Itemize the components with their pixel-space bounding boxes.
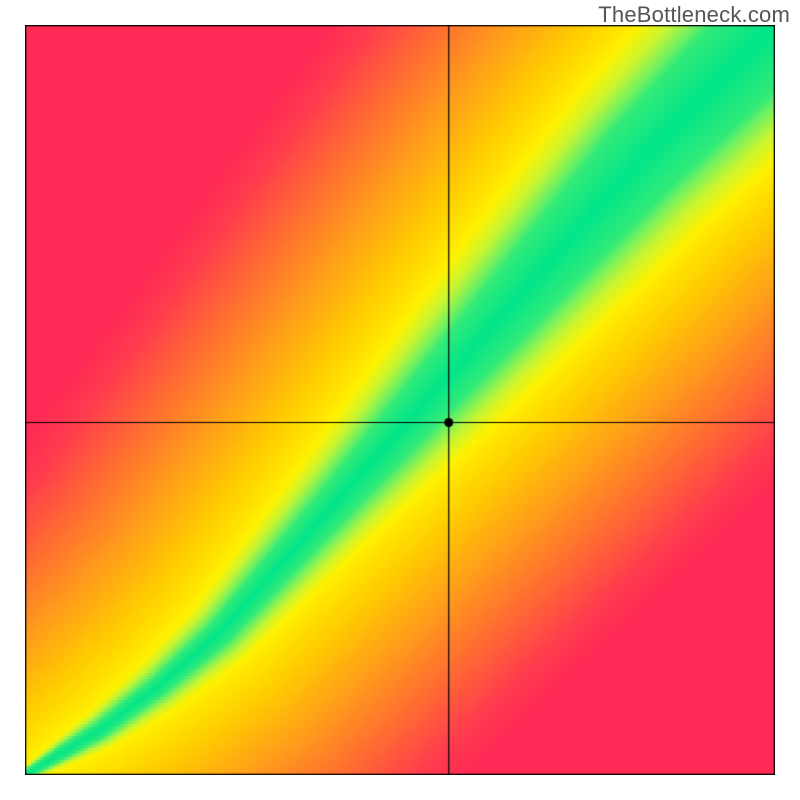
heatmap-plot [25,25,775,775]
heatmap-canvas [25,25,775,775]
watermark-text: TheBottleneck.com [598,2,790,28]
